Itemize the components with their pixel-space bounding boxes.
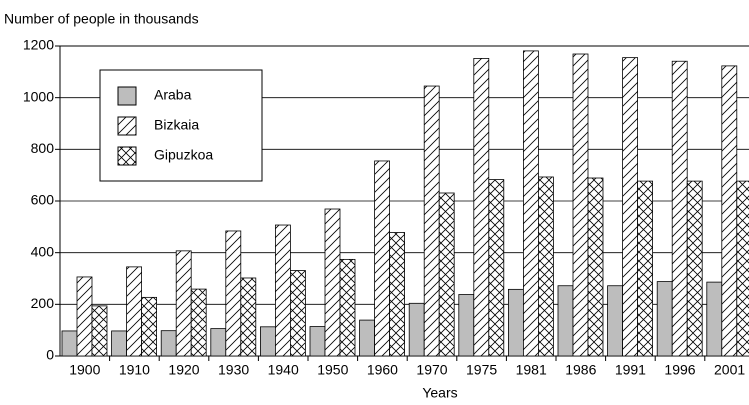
x-tick-label: 1900 (69, 362, 100, 378)
legend-label: Bizkaia (154, 117, 199, 133)
bar (671, 60, 688, 357)
bar (141, 296, 158, 357)
bar (359, 319, 376, 357)
bar (324, 208, 341, 357)
bar (507, 288, 524, 357)
y-tick-label: 1000 (23, 88, 54, 104)
x-tick-label: 1910 (119, 362, 150, 378)
legend-label: Araba (154, 87, 192, 103)
bar (175, 250, 192, 357)
x-tick-label: 1975 (466, 362, 497, 378)
x-tick-label: 1970 (416, 362, 447, 378)
bar (91, 305, 108, 357)
bar (523, 50, 539, 357)
y-tick-label: 1200 (23, 37, 54, 53)
bar (225, 230, 242, 357)
legend-swatch (117, 146, 137, 166)
x-tick-label: 1991 (615, 362, 646, 378)
y-tick-label: 200 (31, 295, 55, 311)
legend-swatch (117, 116, 137, 136)
legend: Araba Bizkaia Gipuzkoa (99, 69, 263, 182)
bar (76, 276, 93, 357)
x-tick-label: 1920 (168, 362, 199, 378)
bar (210, 328, 227, 357)
bar (637, 180, 653, 357)
bar (656, 281, 673, 357)
bar (423, 85, 440, 357)
bar (374, 160, 391, 357)
bar (274, 224, 291, 357)
legend-swatch (117, 86, 137, 106)
bar (488, 179, 505, 357)
bar (160, 330, 177, 357)
bar (538, 176, 554, 357)
x-tick-label: 2001 (714, 362, 745, 378)
y-tick-label: 800 (31, 140, 55, 156)
bar (686, 180, 703, 357)
bar (389, 232, 406, 357)
x-tick-label: 1996 (664, 362, 695, 378)
bar (473, 58, 490, 357)
bar (190, 288, 207, 357)
x-tick-label: 1950 (317, 362, 348, 378)
bar (339, 258, 356, 357)
bar (438, 192, 455, 357)
bar (721, 65, 738, 357)
bar (289, 270, 306, 357)
bar (706, 281, 723, 357)
y-tick-label: 600 (31, 192, 55, 208)
bar (587, 177, 604, 357)
bar (111, 330, 127, 357)
x-tick-label: 1986 (565, 362, 596, 378)
bar (736, 180, 749, 357)
bar (458, 294, 475, 357)
legend-label: Gipuzkoa (154, 147, 213, 163)
bar (240, 277, 257, 357)
bar (61, 330, 78, 357)
bar (259, 326, 276, 357)
x-axis-label: Years (422, 385, 457, 401)
bar (557, 285, 574, 357)
bar (622, 57, 638, 357)
x-tick-label: 1981 (516, 362, 547, 378)
y-tick-label: 0 (46, 347, 54, 363)
bar (607, 285, 623, 357)
bar (126, 266, 142, 357)
x-tick-label: 1960 (367, 362, 398, 378)
x-tick-label: 1940 (268, 362, 299, 378)
y-tick-label: 400 (31, 243, 55, 259)
y-axis-label: Number of people in thousands (4, 11, 199, 27)
bar (408, 302, 425, 357)
bar (309, 326, 326, 357)
bar (572, 53, 589, 357)
x-tick-label: 1930 (218, 362, 249, 378)
